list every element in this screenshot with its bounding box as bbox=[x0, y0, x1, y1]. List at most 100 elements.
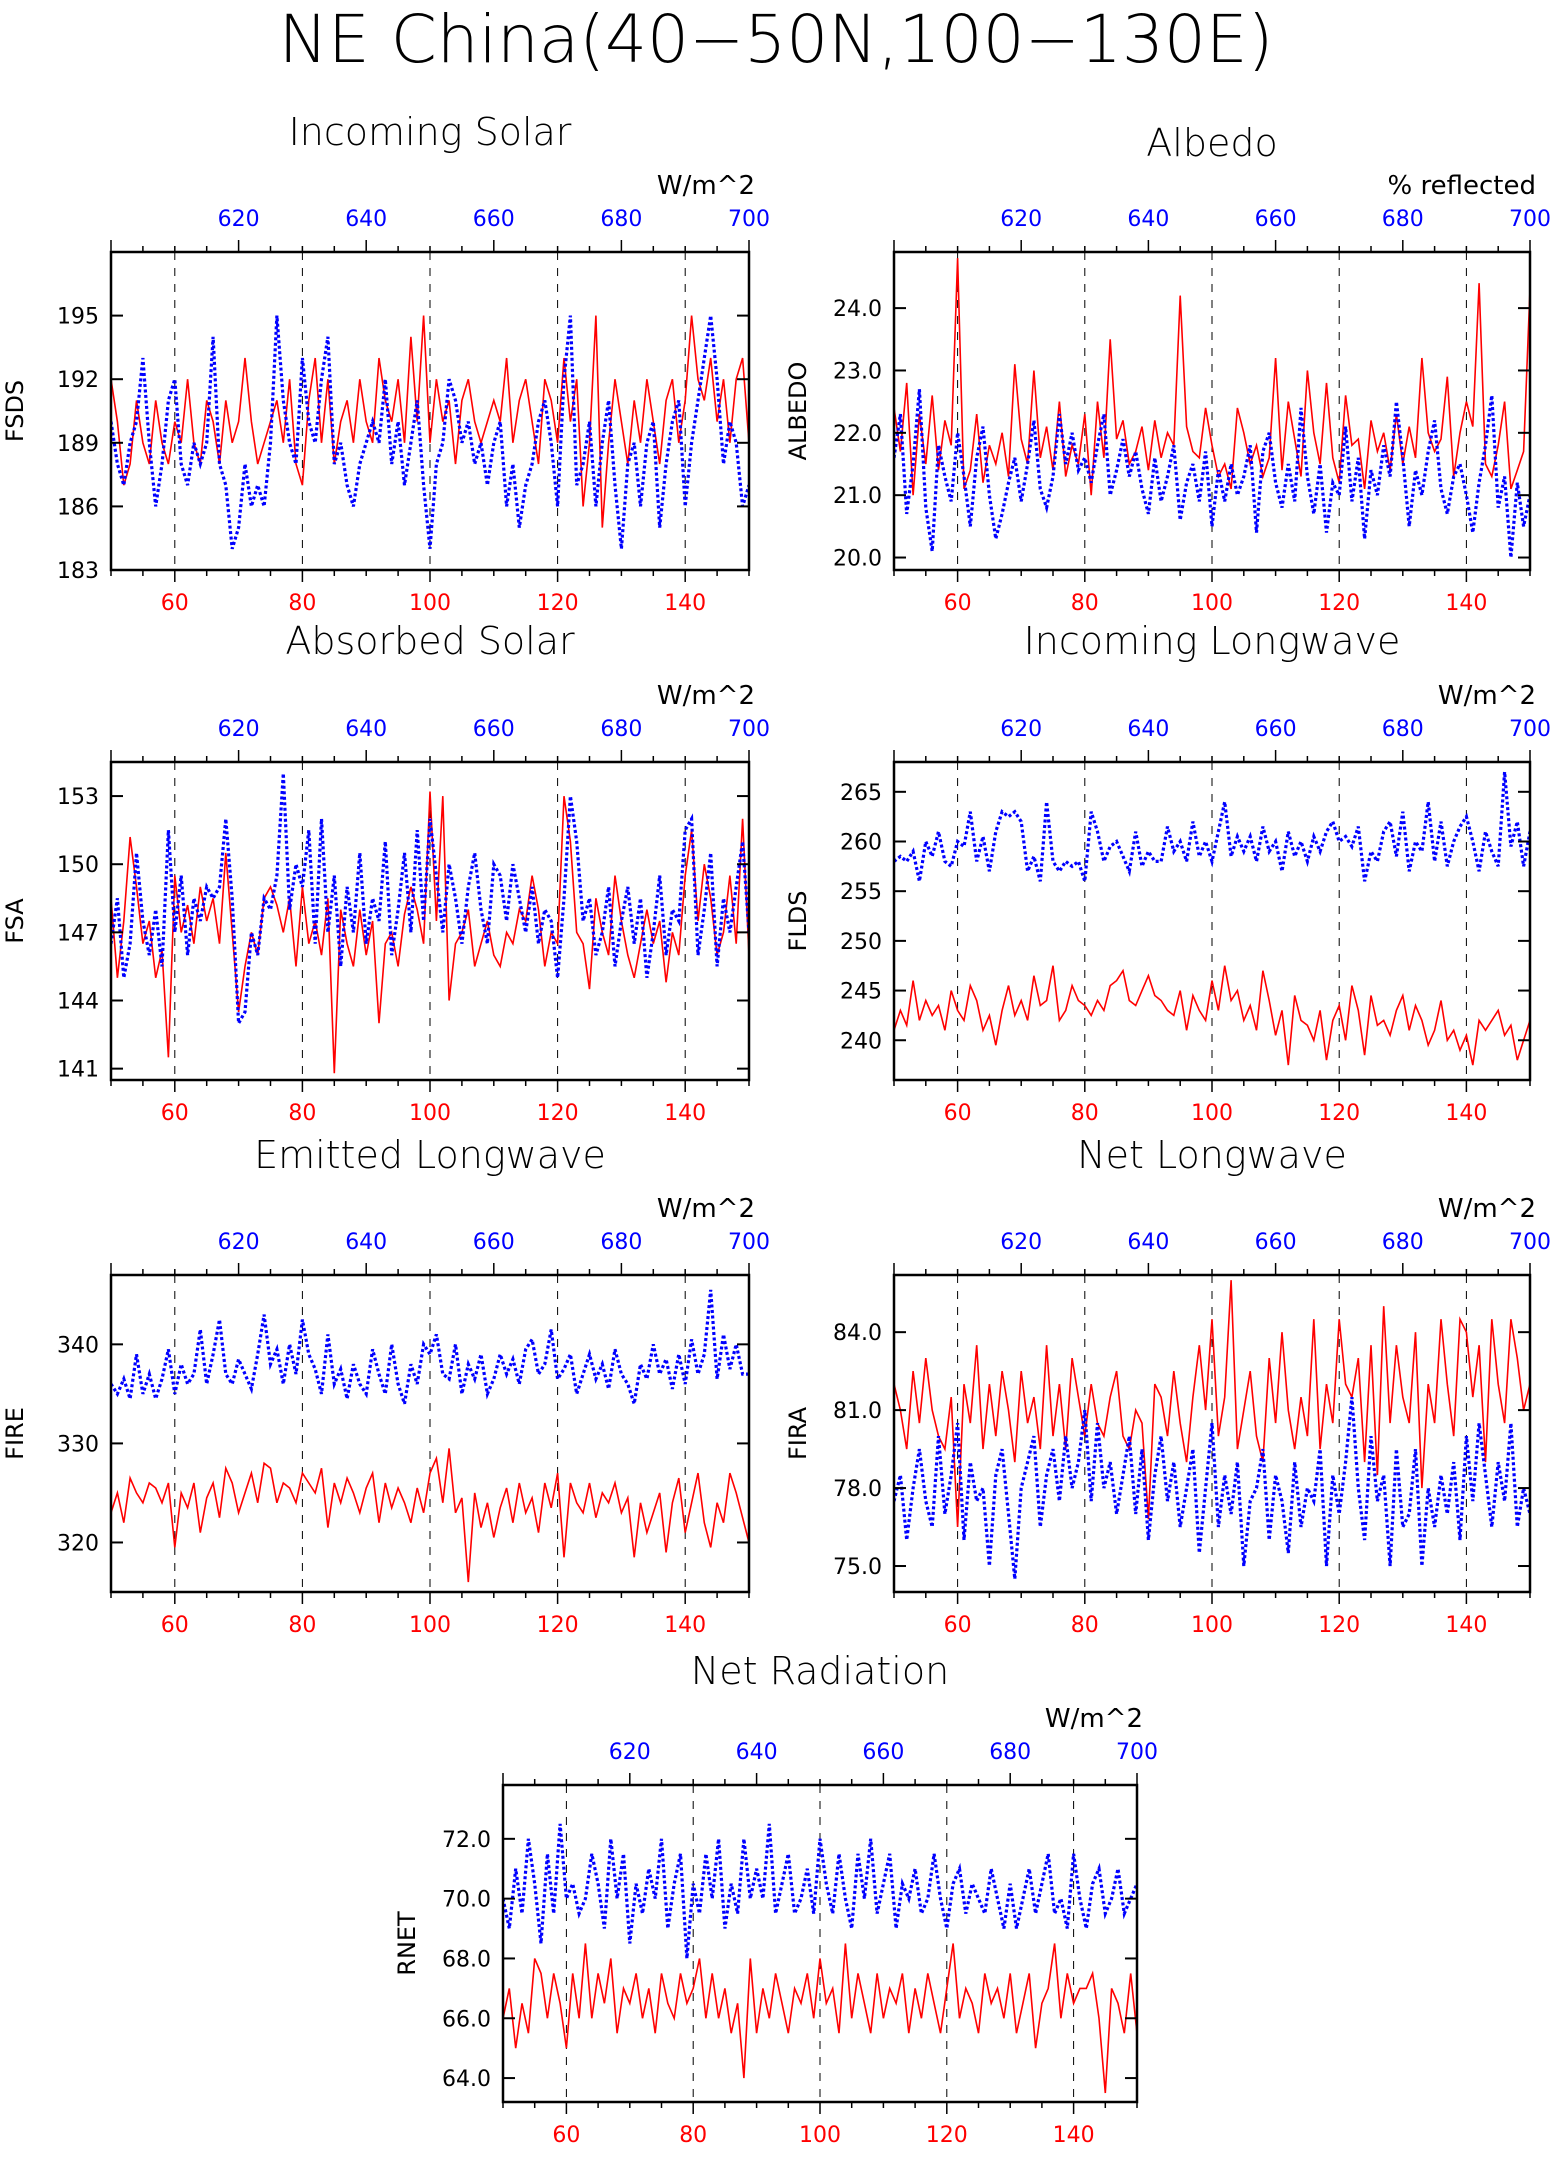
x2-tick-label: 640 bbox=[736, 1740, 778, 1765]
x2-tick-label: 660 bbox=[473, 1230, 515, 1255]
x-tick-label: 100 bbox=[1191, 591, 1233, 616]
x-tick-label: 120 bbox=[1318, 591, 1360, 616]
y-tick-label: 265 bbox=[840, 781, 882, 806]
y-tick-label: 24.0 bbox=[833, 297, 882, 322]
x2-tick-label: 700 bbox=[1116, 1740, 1158, 1765]
blue-series-line bbox=[111, 315, 749, 550]
y-axis-label: FLDS bbox=[784, 891, 812, 952]
x-tick-label: 60 bbox=[161, 1101, 189, 1126]
x2-tick-label: 620 bbox=[218, 207, 260, 232]
x2-tick-label: 680 bbox=[1382, 717, 1424, 742]
y-tick-label: 340 bbox=[57, 1333, 99, 1358]
y-tick-label: 240 bbox=[840, 1029, 882, 1054]
x2-tick-label: 680 bbox=[1382, 207, 1424, 232]
panel-5: Net Longwave W/m^2 FIRA 75.0 78.0 81.0 84.0 60 8… bbox=[784, 1133, 1551, 1638]
x2-tick-label: 680 bbox=[1382, 1230, 1424, 1255]
red-series-line bbox=[894, 965, 1530, 1066]
plot-frame bbox=[109, 250, 751, 572]
y-axis-label: ALBEDO bbox=[784, 362, 812, 461]
panel-title: Incoming Longwave bbox=[1024, 619, 1401, 663]
y-tick-label: 22.0 bbox=[833, 422, 882, 447]
x-tick-label: 140 bbox=[1445, 1613, 1487, 1638]
x2-tick-label: 620 bbox=[218, 717, 260, 742]
x-tick-label: 100 bbox=[409, 1101, 451, 1126]
y-tick-label: 245 bbox=[840, 980, 882, 1005]
x2-tick-label: 620 bbox=[1000, 717, 1042, 742]
x-tick-label: 80 bbox=[1071, 1613, 1099, 1638]
panel-0: Incoming Solar W/m^2 FSDS 183 186 189 192 195 60… bbox=[1, 110, 770, 616]
x-tick-label: 100 bbox=[799, 2123, 841, 2148]
y-tick-label: 72.0 bbox=[442, 1828, 491, 1853]
units-label: % reflected bbox=[1388, 171, 1536, 201]
panel-title: Net Longwave bbox=[1077, 1133, 1347, 1177]
x-tick-label: 100 bbox=[409, 591, 451, 616]
y-tick-label: 84.0 bbox=[833, 1321, 882, 1346]
x2-tick-label: 700 bbox=[1509, 717, 1551, 742]
panel-title: Incoming Solar bbox=[289, 110, 572, 154]
red-series-line bbox=[503, 1943, 1137, 2094]
y-tick-label: 150 bbox=[57, 853, 99, 878]
units-label: W/m^2 bbox=[657, 681, 755, 711]
x2-tick-label: 620 bbox=[1000, 1230, 1042, 1255]
panel-3: Incoming Longwave W/m^2 FLDS 240 245 250 255 26… bbox=[784, 619, 1551, 1126]
y-tick-label: 189 bbox=[57, 432, 99, 457]
y-tick-label: 250 bbox=[840, 930, 882, 955]
panel-title: Emitted Longwave bbox=[254, 1133, 606, 1177]
blue-series-line bbox=[894, 771, 1530, 882]
x2-tick-label: 680 bbox=[600, 717, 642, 742]
blue-series-line bbox=[503, 1823, 1137, 1959]
y-tick-label: 81.0 bbox=[833, 1399, 882, 1424]
x2-tick-label: 680 bbox=[600, 207, 642, 232]
x-tick-label: 140 bbox=[1445, 591, 1487, 616]
y-tick-label: 141 bbox=[57, 1058, 99, 1083]
x2-tick-label: 700 bbox=[728, 1230, 770, 1255]
x-tick-label: 60 bbox=[944, 1613, 972, 1638]
units-label: W/m^2 bbox=[657, 171, 755, 201]
y-tick-label: 23.0 bbox=[833, 359, 882, 384]
x-tick-label: 60 bbox=[944, 1101, 972, 1126]
x-tick-label: 120 bbox=[537, 591, 579, 616]
panel-title: Net Radiation bbox=[691, 1649, 949, 1693]
x2-tick-label: 640 bbox=[345, 1230, 387, 1255]
y-tick-label: 68.0 bbox=[442, 1947, 491, 1972]
units-label: W/m^2 bbox=[1045, 1704, 1143, 1734]
panel-4: Emitted Longwave W/m^2 FIRE 320 330 340 60 80 10… bbox=[1, 1133, 770, 1638]
y-axis-label: RNET bbox=[393, 1911, 421, 1976]
x-tick-label: 140 bbox=[1445, 1101, 1487, 1126]
red-series-line bbox=[894, 258, 1530, 496]
x-tick-label: 120 bbox=[537, 1101, 579, 1126]
red-series-line bbox=[894, 1280, 1530, 1528]
figure-title: NE China(40−50N,100−130E) bbox=[279, 1, 1274, 78]
x2-tick-label: 660 bbox=[862, 1740, 904, 1765]
x-tick-label: 60 bbox=[161, 1613, 189, 1638]
y-tick-label: 255 bbox=[840, 880, 882, 905]
y-tick-label: 320 bbox=[57, 1531, 99, 1556]
x2-tick-label: 700 bbox=[728, 207, 770, 232]
x-tick-label: 80 bbox=[1071, 1101, 1099, 1126]
x2-tick-label: 640 bbox=[345, 207, 387, 232]
x-tick-label: 120 bbox=[926, 2123, 968, 2148]
x-tick-label: 120 bbox=[537, 1613, 579, 1638]
x2-tick-label: 620 bbox=[609, 1740, 651, 1765]
panels: Incoming Solar W/m^2 FSDS 183 186 189 192 195 60… bbox=[1, 110, 1551, 2148]
y-axis-label: FSA bbox=[1, 898, 29, 944]
x-tick-label: 120 bbox=[1318, 1613, 1360, 1638]
units-label: W/m^2 bbox=[1438, 1194, 1536, 1224]
panel-title: Absorbed Solar bbox=[285, 619, 575, 663]
y-axis-label: FIRA bbox=[784, 1406, 812, 1460]
y-tick-label: 66.0 bbox=[442, 2007, 491, 2032]
x-tick-label: 80 bbox=[679, 2123, 707, 2148]
y-tick-label: 70.0 bbox=[442, 1888, 491, 1913]
x2-tick-label: 640 bbox=[1127, 717, 1169, 742]
x-tick-label: 100 bbox=[1191, 1101, 1233, 1126]
x-tick-label: 140 bbox=[664, 1101, 706, 1126]
x-tick-label: 140 bbox=[1053, 2123, 1095, 2148]
y-tick-label: 147 bbox=[57, 921, 99, 946]
x2-tick-label: 640 bbox=[1127, 207, 1169, 232]
x2-tick-label: 640 bbox=[1127, 1230, 1169, 1255]
x2-tick-label: 700 bbox=[728, 717, 770, 742]
y-tick-label: 192 bbox=[57, 368, 99, 393]
x-tick-label: 80 bbox=[288, 591, 316, 616]
y-tick-label: 330 bbox=[57, 1432, 99, 1457]
